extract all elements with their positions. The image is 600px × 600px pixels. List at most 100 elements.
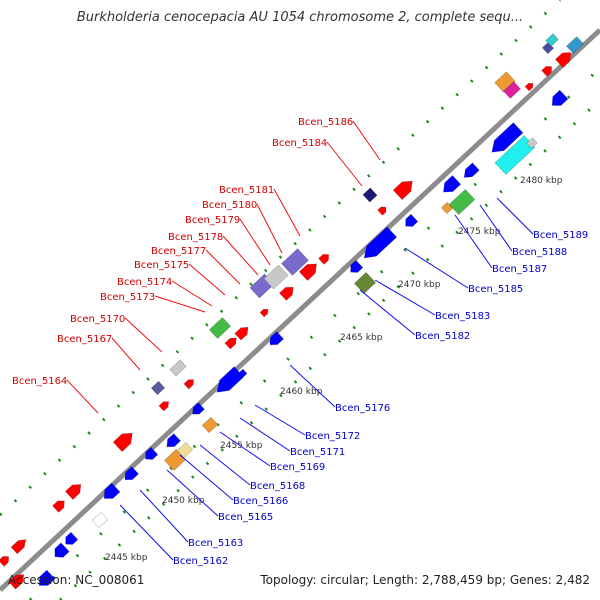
reverse-leader-line bbox=[404, 247, 469, 289]
reverse-gene-label: Bcen_5168 bbox=[250, 481, 305, 492]
reverse-gene bbox=[145, 446, 159, 460]
reverse-gene-shape bbox=[443, 175, 462, 193]
forward-gene-label: Bcen_5174 bbox=[117, 277, 172, 288]
kbp-tick-label: 2475 kbp bbox=[458, 227, 501, 237]
reverse-gene-shape bbox=[551, 89, 569, 106]
reverse-gene-label: Bcen_5183 bbox=[435, 311, 490, 322]
reverse-gene bbox=[448, 188, 476, 216]
forward-gene-shape bbox=[524, 82, 534, 92]
reverse-gene bbox=[201, 416, 219, 434]
forward-leader-line bbox=[256, 203, 283, 254]
reverse-leader-line bbox=[254, 404, 306, 436]
forward-gene-shape bbox=[362, 187, 378, 203]
reverse-gene-label: Bcen_5189 bbox=[533, 230, 588, 241]
reverse-gene-shape bbox=[494, 135, 536, 175]
forward-gene-label: Bcen_5184 bbox=[272, 138, 327, 149]
reverse-gene bbox=[491, 122, 524, 153]
reverse-gene bbox=[238, 368, 248, 378]
forward-leader-line bbox=[205, 249, 241, 285]
forward-gene bbox=[183, 379, 194, 390]
forward-gene bbox=[263, 264, 289, 290]
forward-gene-label: Bcen_5167 bbox=[57, 334, 112, 345]
forward-gene-label: Bcen_5177 bbox=[151, 246, 206, 257]
reverse-gene bbox=[443, 175, 462, 193]
forward-gene-shape bbox=[566, 36, 584, 54]
reverse-leader-line bbox=[454, 214, 493, 269]
reverse-gene bbox=[526, 137, 538, 149]
forward-gene-label: Bcen_5164 bbox=[12, 376, 67, 387]
accession-text: Accession: NC_008061 bbox=[8, 573, 145, 587]
reverse-gene-shape bbox=[166, 433, 181, 448]
reverse-leader-line bbox=[239, 417, 291, 452]
forward-gene-shape bbox=[263, 264, 289, 290]
forward-leader-line bbox=[239, 218, 271, 266]
reverse-gene bbox=[65, 531, 79, 545]
reverse-gene-label: Bcen_5171 bbox=[290, 447, 345, 458]
forward-gene bbox=[52, 500, 65, 513]
reverse-gene-label: Bcen_5165 bbox=[218, 512, 273, 523]
forward-leader-line bbox=[171, 280, 213, 307]
reverse-gene-label: Bcen_5166 bbox=[233, 496, 288, 507]
forward-gene-shape bbox=[392, 180, 413, 200]
forward-leader-line bbox=[124, 317, 163, 353]
reverse-gene bbox=[166, 433, 181, 448]
forward-gene bbox=[158, 401, 169, 412]
forward-gene-shape bbox=[503, 81, 521, 99]
kbp-tick-label: 2470 kbp bbox=[398, 280, 441, 290]
reverse-gene-shape bbox=[363, 226, 398, 259]
kbp-tick-label: 2465 kbp bbox=[340, 333, 383, 343]
forward-gene bbox=[234, 326, 249, 341]
kbp-tick-label: 2460 kbp bbox=[280, 387, 323, 397]
reverse-gene-label: Bcen_5172 bbox=[305, 431, 360, 442]
reverse-leader-line bbox=[119, 504, 174, 561]
forward-gene-label: Bcen_5175 bbox=[134, 260, 189, 271]
forward-gene bbox=[541, 66, 552, 77]
forward-gene bbox=[279, 286, 294, 301]
reverse-gene bbox=[192, 402, 205, 415]
reverse-gene-shape bbox=[448, 188, 476, 216]
reverse-leader-line bbox=[139, 489, 189, 543]
forward-gene bbox=[10, 539, 27, 555]
reverse-gene-shape bbox=[54, 542, 70, 558]
reverse-gene-shape bbox=[8, 574, 25, 590]
forward-gene-label: Bcen_5179 bbox=[185, 215, 240, 226]
reverse-gene-shape bbox=[38, 569, 56, 586]
reverse-gene-shape bbox=[350, 259, 364, 273]
reverse-gene-shape bbox=[526, 137, 538, 149]
kbp-tick-label: 2450 kbp bbox=[162, 496, 205, 506]
reverse-gene bbox=[91, 511, 109, 529]
forward-gene-shape bbox=[224, 337, 237, 350]
chromosome-backbone bbox=[0, 28, 600, 592]
forward-gene-shape bbox=[377, 206, 387, 216]
reverse-gene bbox=[124, 466, 139, 481]
forward-gene bbox=[224, 337, 237, 350]
forward-gene-shape bbox=[52, 500, 65, 513]
reverse-leader-line bbox=[199, 444, 251, 486]
forward-leader-line bbox=[188, 263, 226, 296]
reverse-gene-label: Bcen_5188 bbox=[512, 247, 567, 258]
reverse-gene bbox=[8, 574, 25, 590]
reverse-gene-shape bbox=[65, 531, 79, 545]
reverse-gene bbox=[463, 162, 480, 178]
reverse-leader-line bbox=[374, 279, 436, 316]
reverse-gene bbox=[269, 331, 284, 346]
forward-gene-shape bbox=[494, 71, 516, 93]
forward-gene bbox=[112, 432, 133, 452]
reverse-gene-shape bbox=[192, 402, 205, 415]
forward-gene-shape bbox=[234, 326, 249, 341]
forward-gene-shape bbox=[10, 539, 27, 555]
forward-leader-line bbox=[66, 379, 99, 414]
forward-gene bbox=[377, 206, 387, 216]
map-title: Burkholderia cenocepacia AU 1054 chromos… bbox=[76, 10, 524, 25]
forward-gene bbox=[318, 254, 329, 265]
reverse-leader-line bbox=[179, 454, 234, 501]
forward-gene bbox=[503, 81, 521, 99]
reverse-gene-label: Bcen_5169 bbox=[270, 462, 325, 473]
forward-leader-line bbox=[326, 141, 363, 187]
minor-dotted-line bbox=[28, 66, 600, 600]
forward-gene-label: Bcen_5170 bbox=[70, 314, 125, 325]
reverse-gene-label: Bcen_5182 bbox=[415, 331, 470, 342]
forward-gene bbox=[298, 263, 317, 281]
